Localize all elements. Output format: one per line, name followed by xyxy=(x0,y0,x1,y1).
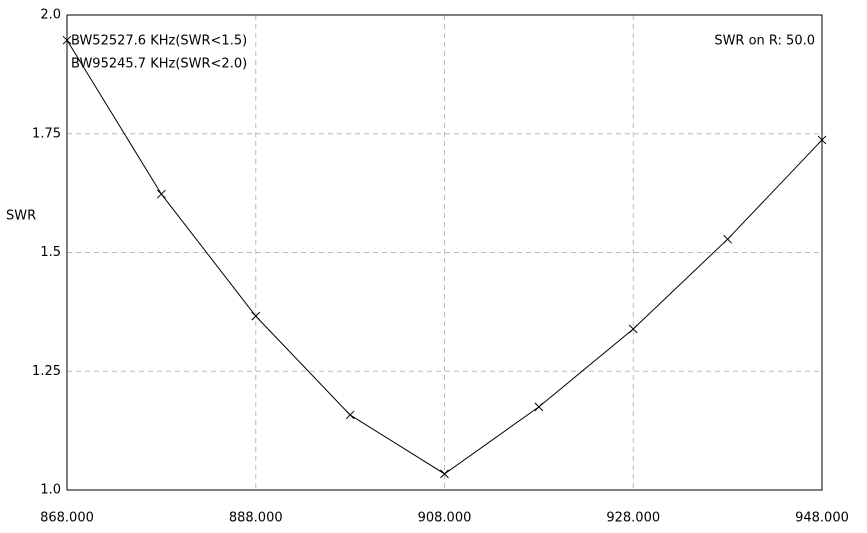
x-tick-label: 948.000 xyxy=(795,511,849,526)
plot-frame xyxy=(66,14,823,491)
annotation: BW52527.6 KHz(SWR<1.5) xyxy=(71,34,247,49)
point-marker xyxy=(345,410,355,420)
point-marker xyxy=(534,402,544,412)
point-marker xyxy=(817,135,827,145)
point-marker xyxy=(628,324,638,334)
x-tick-label: 888.000 xyxy=(229,511,283,526)
point-marker xyxy=(62,35,72,45)
y-tick-label: 2.0 xyxy=(40,8,61,23)
annotation: BW95245.7 KHz(SWR<2.0) xyxy=(71,57,247,72)
x-tick-label: 928.000 xyxy=(606,511,660,526)
point-marker xyxy=(723,234,732,244)
x-tick-label: 868.000 xyxy=(40,511,94,526)
point-marker xyxy=(157,189,166,199)
y-tick-label: 1.5 xyxy=(40,245,61,260)
x-tick-label: 908.000 xyxy=(418,511,472,526)
point-marker xyxy=(251,311,261,321)
annotation: SWR on R: 50.0 xyxy=(714,34,815,49)
y-tick-label: 1.0 xyxy=(40,483,61,498)
y-tick-label: 1.75 xyxy=(32,126,61,141)
y-axis-label: SWR xyxy=(6,209,36,224)
y-tick-label: 1.25 xyxy=(32,364,61,379)
point-marker xyxy=(440,469,449,479)
